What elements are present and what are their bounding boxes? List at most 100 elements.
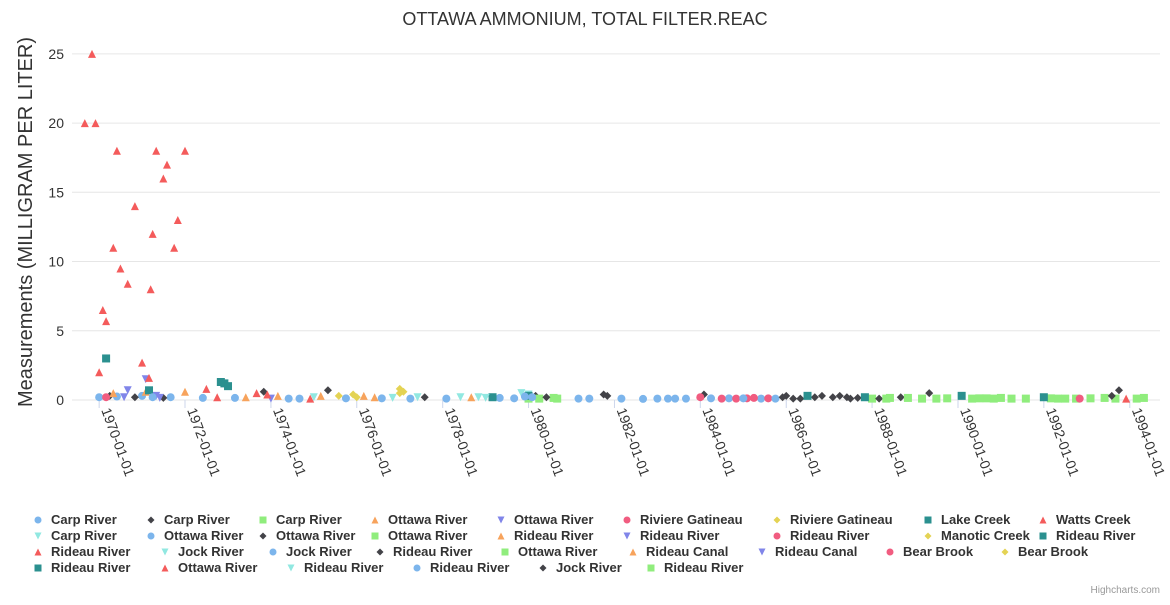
data-point[interactable]: [1100, 393, 1109, 402]
legend-item[interactable]: Jock River: [539, 560, 622, 575]
data-point[interactable]: [1046, 394, 1055, 403]
data-point[interactable]: [639, 394, 648, 403]
data-point[interactable]: [216, 378, 225, 386]
data-point[interactable]: [868, 394, 877, 403]
data-point[interactable]: [334, 391, 343, 400]
data-point[interactable]: [80, 119, 89, 128]
data-point[interactable]: [796, 394, 805, 403]
data-point[interactable]: [352, 393, 361, 402]
data-point[interactable]: [109, 389, 118, 398]
credits-link[interactable]: Highcharts.com: [1091, 585, 1160, 596]
legend-symbol[interactable]: [758, 548, 766, 556]
data-point[interactable]: [170, 243, 179, 252]
data-point[interactable]: [406, 394, 415, 403]
data-point[interactable]: [102, 354, 111, 363]
legend-item[interactable]: Carp River: [147, 512, 230, 527]
data-point[interactable]: [138, 358, 147, 367]
data-point[interactable]: [112, 146, 121, 155]
data-point[interactable]: [918, 394, 927, 403]
legend-symbol[interactable]: [924, 516, 932, 524]
legend-symbol[interactable]: [376, 548, 384, 556]
legend-symbol[interactable]: [773, 532, 781, 540]
data-point[interactable]: [87, 49, 96, 58]
legend-symbol[interactable]: [623, 532, 631, 540]
data-point[interactable]: [388, 393, 397, 402]
data-point[interactable]: [903, 393, 912, 402]
data-point[interactable]: [1114, 386, 1123, 395]
data-point[interactable]: [1039, 393, 1048, 402]
data-point[interactable]: [198, 393, 207, 402]
data-point[interactable]: [875, 394, 884, 403]
legend-symbol[interactable]: [371, 532, 379, 540]
data-point[interactable]: [252, 389, 261, 398]
legend-symbol[interactable]: [501, 548, 509, 556]
legend-symbol[interactable]: [371, 516, 379, 524]
legend-symbol[interactable]: [34, 516, 42, 524]
data-point[interactable]: [148, 229, 157, 238]
data-point[interactable]: [1021, 394, 1030, 403]
data-point[interactable]: [109, 243, 118, 252]
legend-symbol[interactable]: [259, 516, 267, 524]
legend-item[interactable]: Rideau River: [34, 544, 131, 559]
legend-item[interactable]: Bear Brook: [1001, 544, 1089, 559]
data-point[interactable]: [1054, 394, 1063, 403]
data-point[interactable]: [413, 393, 422, 402]
data-point[interactable]: [309, 393, 318, 402]
data-point[interactable]: [323, 386, 332, 395]
legend-symbol[interactable]: [773, 516, 781, 524]
data-point[interactable]: [803, 391, 812, 400]
legend-item[interactable]: Riviere Gatineau: [773, 512, 893, 527]
data-point[interactable]: [574, 394, 583, 403]
data-point[interactable]: [123, 386, 132, 395]
legend-symbol[interactable]: [1001, 548, 1009, 556]
data-point[interactable]: [456, 393, 465, 402]
data-point[interactable]: [771, 394, 780, 403]
legend-symbol[interactable]: [161, 548, 169, 556]
legend-symbol[interactable]: [497, 516, 505, 524]
legend-item[interactable]: Ottawa River: [259, 528, 356, 543]
data-point[interactable]: [528, 393, 537, 402]
data-point[interactable]: [316, 391, 325, 400]
legend-item[interactable]: Watts Creek: [1039, 512, 1132, 527]
legend-symbol[interactable]: [1039, 532, 1047, 540]
data-point[interactable]: [520, 392, 529, 401]
data-point[interactable]: [370, 393, 379, 402]
legend-item[interactable]: Carp River: [34, 528, 117, 543]
data-point[interactable]: [116, 264, 125, 273]
legend-item[interactable]: Bear Brook: [886, 544, 974, 559]
data-point[interactable]: [943, 394, 952, 403]
data-point[interactable]: [152, 146, 161, 155]
legend-item[interactable]: Ottawa River: [371, 528, 468, 543]
data-point[interactable]: [957, 391, 966, 400]
data-point[interactable]: [585, 394, 594, 403]
data-point[interactable]: [102, 317, 111, 326]
data-point[interactable]: [1139, 393, 1148, 402]
data-point[interactable]: [817, 391, 826, 400]
data-point[interactable]: [757, 394, 766, 403]
data-point[interactable]: [488, 393, 497, 402]
data-point[interactable]: [789, 394, 798, 403]
data-point[interactable]: [724, 394, 733, 403]
data-point[interactable]: [481, 393, 490, 402]
legend-symbol[interactable]: [269, 548, 277, 556]
legend-item[interactable]: Lake Creek: [924, 512, 1012, 527]
data-point[interactable]: [155, 393, 164, 402]
data-point[interactable]: [510, 394, 519, 403]
legend-symbol[interactable]: [623, 516, 631, 524]
data-point[interactable]: [395, 389, 404, 398]
data-point[interactable]: [1107, 391, 1116, 400]
data-point[interactable]: [706, 394, 715, 403]
data-point[interactable]: [467, 393, 476, 402]
legend-item[interactable]: Jock River: [269, 544, 352, 559]
data-point[interactable]: [213, 393, 222, 402]
data-point[interactable]: [130, 202, 139, 211]
legend-item[interactable]: Rideau River: [1039, 528, 1136, 543]
data-point[interactable]: [284, 394, 293, 403]
legend-symbol[interactable]: [147, 532, 155, 540]
data-point[interactable]: [671, 394, 680, 403]
data-point[interactable]: [749, 393, 758, 402]
legend-symbol[interactable]: [34, 548, 42, 556]
legend-symbol[interactable]: [147, 516, 155, 524]
legend-item[interactable]: Rideau River: [34, 560, 131, 575]
data-point[interactable]: [146, 285, 155, 294]
